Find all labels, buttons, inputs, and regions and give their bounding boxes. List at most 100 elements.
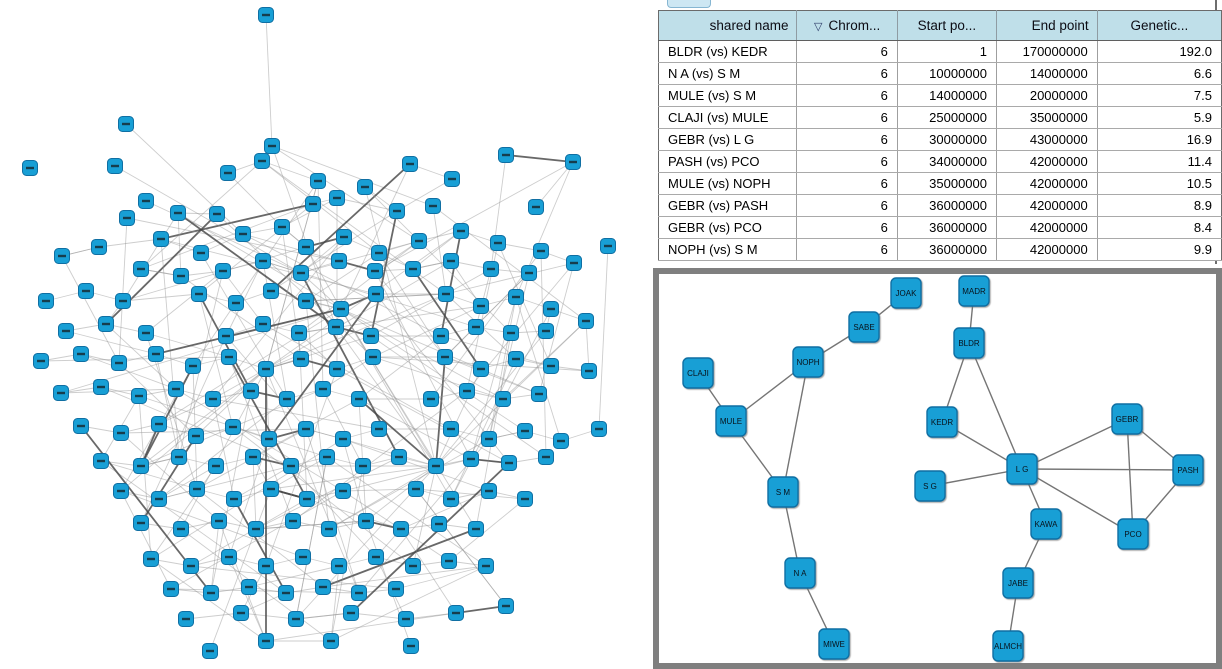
network-node[interactable] [258,558,274,574]
network-node[interactable] [208,458,224,474]
network-node[interactable] [264,138,280,154]
network-node[interactable] [329,190,345,206]
network-node[interactable] [405,558,421,574]
cell-shared-name[interactable]: GEBR (vs) L G [658,128,797,151]
cell-value[interactable]: 1 [896,40,997,63]
network-node[interactable] [448,605,464,621]
network-node[interactable] [437,349,453,365]
network-node[interactable] [202,643,218,659]
network-node[interactable] [315,381,331,397]
cell-value[interactable]: 6 [796,84,898,107]
network-node[interactable] [241,579,257,595]
network-node[interactable] [329,361,345,377]
cell-shared-name[interactable]: GEBR (vs) PCO [658,216,797,239]
table-row[interactable]: MULE (vs) NOPH 6 35000000 42000000 10.5 [658,172,1222,195]
table-header[interactable]: shared name ▽ Chrom... Start po... End point… [658,10,1222,41]
cell-value[interactable]: 6 [796,62,898,85]
network-node[interactable] [403,638,419,654]
network-node[interactable] [398,611,414,627]
network-node[interactable] [566,255,582,271]
cell-value[interactable]: 10000000 [896,62,997,85]
network-node[interactable] [371,245,387,261]
network-node[interactable] [521,265,537,281]
network-node[interactable] [501,455,517,471]
cell-value[interactable]: 8.4 [1096,216,1222,239]
network-node[interactable] [459,383,475,399]
network-node[interactable] [220,165,236,181]
network-node[interactable] [93,453,109,469]
network-node[interactable] [115,293,131,309]
network-node[interactable] [163,581,179,597]
cell-value[interactable]: 6.6 [1096,62,1222,85]
network-node[interactable] [233,605,249,621]
network-node-MULE[interactable]: MULE [715,405,747,437]
network-node[interactable] [288,611,304,627]
cell-value[interactable]: 36000000 [896,216,997,239]
cell-value[interactable]: 6 [796,150,898,173]
network-node[interactable] [411,233,427,249]
overview-network-panel[interactable] [0,0,653,669]
table-row[interactable]: GEBR (vs) PASH 6 36000000 42000000 8.9 [658,194,1222,217]
network-node[interactable] [293,265,309,281]
network-node[interactable] [538,323,554,339]
network-node[interactable] [343,605,359,621]
network-node[interactable] [321,521,337,537]
network-node[interactable] [221,549,237,565]
network-node-KEDR[interactable]: KEDR [926,406,958,438]
table-tab-fragment[interactable] [667,0,711,8]
network-node[interactable] [235,226,251,242]
network-node[interactable] [133,515,149,531]
network-node[interactable] [517,491,533,507]
network-node[interactable] [193,245,209,261]
network-node[interactable] [357,179,373,195]
network-node[interactable] [188,428,204,444]
network-node[interactable] [468,521,484,537]
network-node[interactable] [425,198,441,214]
network-node[interactable] [463,451,479,467]
cell-value[interactable]: 10.5 [1096,172,1222,195]
network-node[interactable] [431,516,447,532]
network-edge-LG-GEBR[interactable] [1021,418,1128,470]
network-node[interactable] [443,253,459,269]
network-node[interactable] [54,248,70,264]
network-node[interactable] [153,231,169,247]
network-node[interactable] [498,147,514,163]
network-node[interactable] [365,349,381,365]
network-node[interactable] [218,328,234,344]
network-node[interactable] [189,481,205,497]
network-node[interactable] [215,263,231,279]
network-node[interactable] [443,421,459,437]
network-node[interactable] [393,521,409,537]
cell-value[interactable]: 35000000 [896,172,997,195]
cell-value[interactable]: 42000000 [996,238,1098,261]
network-node[interactable] [33,353,49,369]
cell-value[interactable]: 6 [796,238,898,261]
cell-value[interactable]: 14000000 [896,84,997,107]
network-node[interactable] [528,199,544,215]
network-node-MADR[interactable]: MADR [958,275,990,307]
cell-value[interactable]: 6 [796,172,898,195]
cell-value[interactable]: 6 [796,106,898,129]
network-node[interactable] [441,553,457,569]
network-node[interactable] [228,295,244,311]
network-node[interactable] [274,219,290,235]
network-node[interactable] [333,301,349,317]
network-node-SG[interactable]: S G [914,470,946,502]
network-node[interactable] [473,361,489,377]
network-node[interactable] [368,549,384,565]
cell-shared-name[interactable]: PASH (vs) PCO [658,150,797,173]
network-node[interactable] [473,298,489,314]
network-node[interactable] [73,418,89,434]
network-node[interactable] [438,286,454,302]
cell-value[interactable]: 25000000 [896,106,997,129]
network-node[interactable] [255,253,271,269]
network-node[interactable] [254,153,270,169]
network-node-GEBR[interactable]: GEBR [1111,403,1143,435]
cell-value[interactable]: 9.9 [1096,238,1222,261]
cell-value[interactable]: 36000000 [896,238,997,261]
column-header-startpo[interactable]: Start po... [896,10,997,41]
network-node[interactable] [368,286,384,302]
cell-value[interactable]: 42000000 [996,216,1098,239]
table-row[interactable]: CLAJI (vs) MULE 6 25000000 35000000 5.9 [658,106,1222,129]
cell-value[interactable]: 6 [796,40,898,63]
